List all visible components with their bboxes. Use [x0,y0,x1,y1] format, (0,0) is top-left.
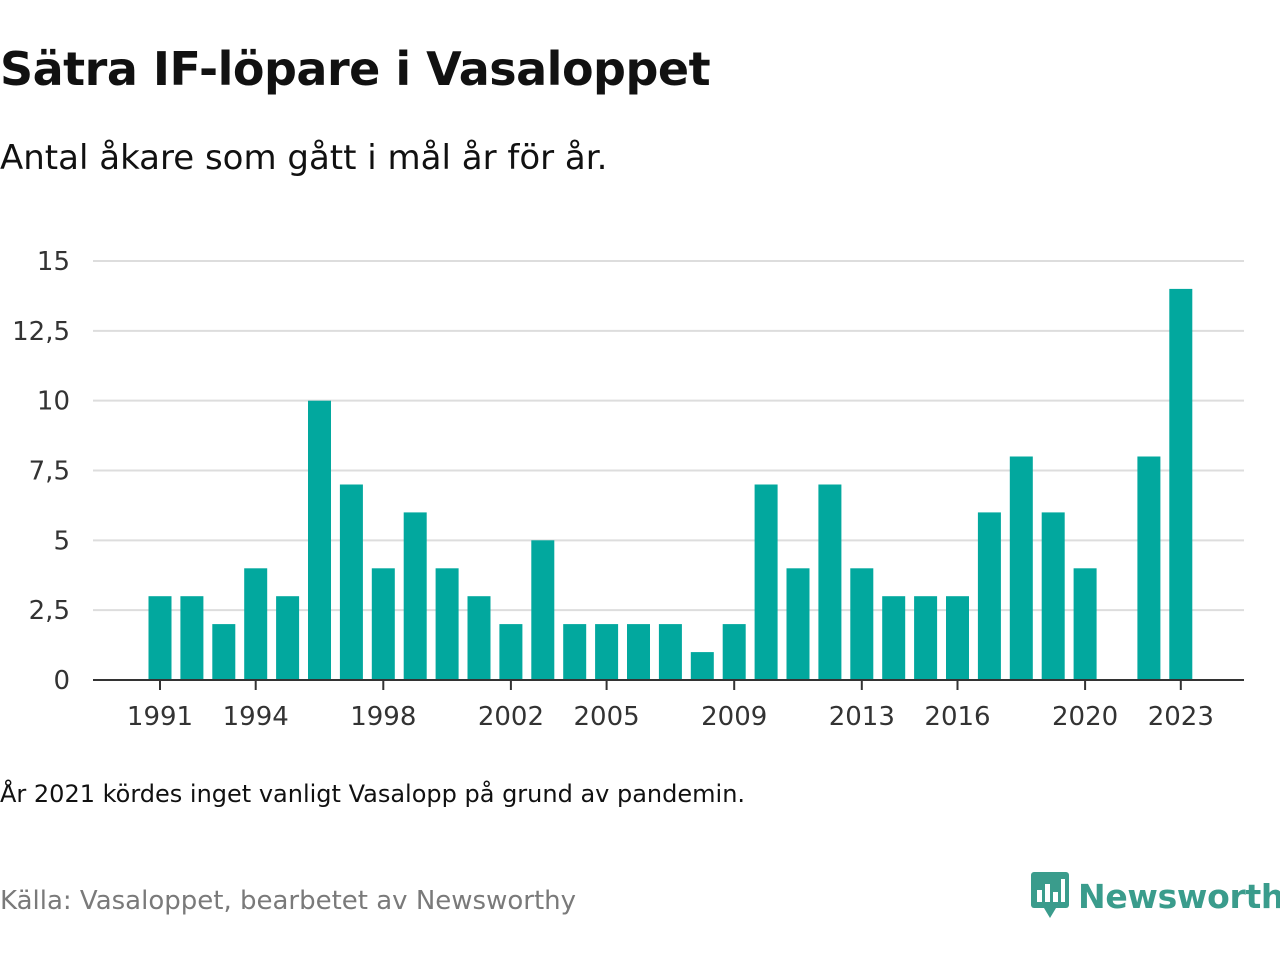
bar-1992 [180,596,204,680]
x-tick-label: 2023 [1148,702,1214,730]
x-tick-label: 1991 [127,702,193,730]
chart-subtitle: Antal åkare som gått i mål år för år. [0,138,608,178]
bar-1998 [371,568,395,680]
gridlines [93,260,1244,612]
bar-1999 [403,512,427,680]
bar-2023 [1169,288,1193,680]
bar-2012 [818,484,842,680]
x-tick-label: 2005 [574,702,640,730]
bar-chart: 0 2,5 5 7,5 10 12,5 15 1991 1994 1998 2002 2005 200… [12,247,1244,730]
chart-title: Sätra IF-löpare i Vasaloppet [0,42,711,96]
bar-1996 [308,400,331,680]
source-text: Källa: Vasaloppet, bearbetet av Newswort… [0,886,576,916]
bar-2019 [1041,512,1065,680]
bar-1994 [244,568,268,680]
bar-2022 [1137,456,1161,680]
x-tick-label: 2009 [701,702,767,730]
bars [148,288,1193,680]
x-tick-label: 2002 [478,702,544,730]
bar-2005 [595,624,619,680]
bar-2016 [946,596,969,680]
bar-2007 [658,624,682,680]
y-tick-label: 12,5 [12,317,70,347]
x-tick-label: 1994 [223,702,289,730]
bar-2015 [914,596,938,680]
y-tick-label: 15 [37,247,70,277]
newsworthy-logo-icon [1031,872,1069,918]
bar-2002 [499,624,523,680]
y-tick-label: 2,5 [29,596,70,626]
y-axis-ticks: 0 2,5 5 7,5 10 12,5 15 [12,247,70,696]
y-tick-label: 7,5 [29,457,70,487]
bar-2004 [563,624,587,680]
bar-1995 [276,596,300,680]
bar-1991 [148,596,172,680]
bar-1993 [212,624,236,680]
bar-2013 [850,568,874,680]
x-tick-label: 2013 [829,702,895,730]
chart-note: År 2021 kördes inget vanligt Vasalopp på… [0,780,746,808]
x-tick-label: 2016 [924,702,990,730]
y-tick-label: 5 [53,526,70,556]
x-tick-label: 2020 [1052,702,1118,730]
bar-2011 [786,568,810,680]
newsworthy-logo: Newsworthy [1030,870,1280,922]
bar-2018 [1009,456,1033,680]
bar-2009 [722,624,746,680]
bar-2010 [754,484,778,680]
bar-2014 [882,596,906,680]
y-tick-label: 10 [37,387,70,417]
bar-2001 [467,596,491,680]
bar-1997 [339,484,363,680]
x-axis-ticks: 1991 1994 1998 2002 2005 2009 2013 2016 2020 2023 [127,680,1214,730]
bar-2006 [627,624,650,680]
bar-2008 [690,652,714,680]
newsworthy-logo-text: Newsworthy [1078,876,1280,916]
bar-2000 [435,568,459,680]
bar-2020 [1073,568,1097,680]
bar-2017 [977,512,1001,680]
x-tick-label: 1998 [350,702,416,730]
bar-2003 [531,540,555,680]
y-tick-label: 0 [53,666,70,696]
